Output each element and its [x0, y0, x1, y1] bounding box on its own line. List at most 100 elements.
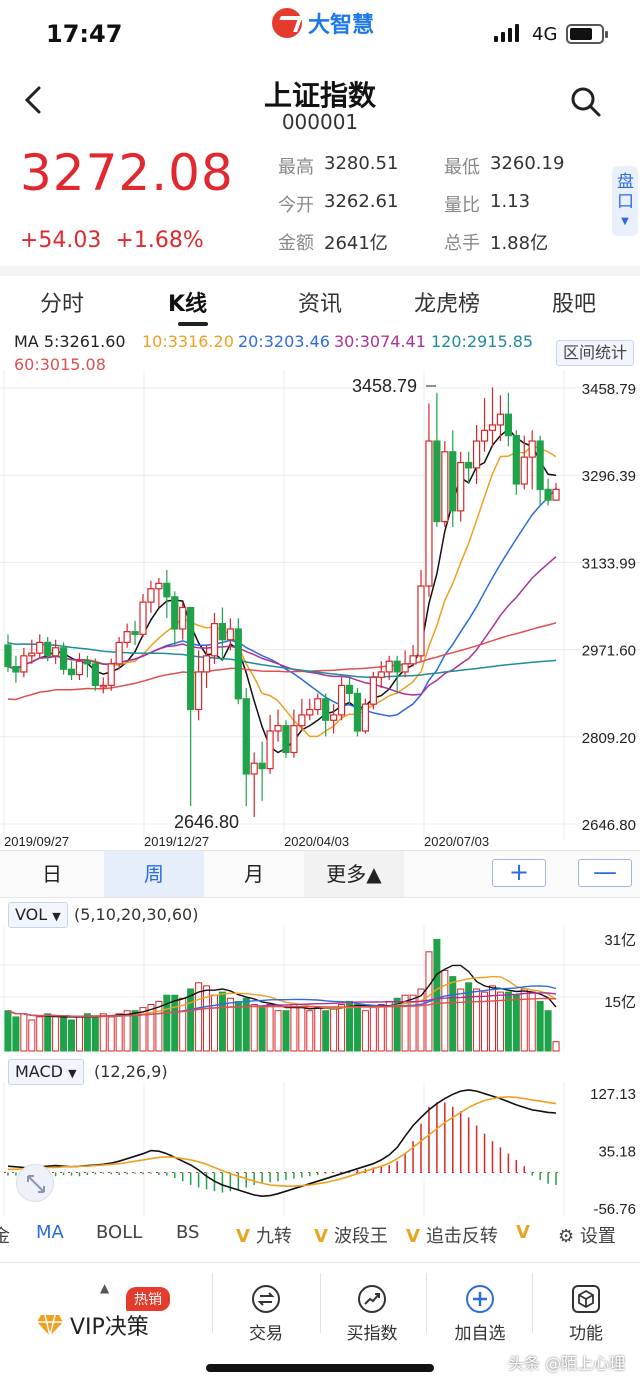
candle-body: [536, 440, 544, 490]
network-type: 4G: [532, 24, 558, 45]
candle: [290, 709, 298, 758]
nav-trade[interactable]: 交易: [216, 1285, 316, 1344]
nav-functions[interactable]: 功能: [536, 1285, 636, 1344]
candle: [472, 424, 481, 485]
indicator-boduanwang[interactable]: V 波段王: [314, 1222, 388, 1248]
candle: [28, 639, 36, 664]
volume-bar: [147, 1004, 155, 1052]
tab-forum[interactable]: 股吧: [552, 292, 597, 317]
volume-bar: [282, 1010, 290, 1052]
settings-button[interactable]: ⚙ 设置: [558, 1222, 616, 1248]
x-tick-label: 2020/04/03: [284, 834, 349, 849]
nav-buy-index[interactable]: 买指数: [322, 1285, 422, 1344]
indicator-zhuiji[interactable]: V 追击反转: [406, 1222, 498, 1248]
indicator-bs[interactable]: BS: [176, 1222, 200, 1243]
indicator-ma[interactable]: MA: [36, 1222, 64, 1243]
nav-add-watchlist[interactable]: 加自选: [430, 1285, 530, 1344]
macd-selector[interactable]: MACD ▼: [8, 1059, 84, 1085]
volume-chart[interactable]: 31亿 15亿: [0, 925, 640, 1055]
nav-label: 功能: [569, 1324, 603, 1344]
ma120-line: [7, 642, 557, 679]
candle: [393, 655, 401, 694]
period-week[interactable]: 周: [104, 851, 204, 897]
tab-news[interactable]: 资讯: [298, 292, 343, 317]
logo-icon: [272, 8, 302, 38]
macd-chart[interactable]: 127.13 35.18 -56.76: [0, 1082, 640, 1216]
ma10-line: [7, 445, 557, 738]
stat-label: 金额: [278, 233, 314, 254]
kline-chart[interactable]: 3458.79 3296.39 3133.99 2971.60 2809.20 2646.…: [0, 370, 640, 850]
back-arrow-icon[interactable]: [24, 86, 42, 114]
candle-body: [131, 631, 139, 635]
tab-dragon-tiger[interactable]: 龙虎榜: [414, 292, 481, 317]
candle: [155, 577, 163, 608]
indicator-boll[interactable]: BOLL: [96, 1222, 143, 1243]
zoom-in-button[interactable]: +: [492, 859, 546, 887]
tab-kline[interactable]: K线: [168, 292, 208, 317]
candle-body: [12, 665, 20, 673]
divider: [320, 1273, 321, 1333]
interval-stats-button[interactable]: 区间统计: [556, 340, 634, 366]
candle: [425, 403, 433, 597]
candle-body: [107, 663, 115, 686]
volume-bar: [433, 938, 441, 1052]
candle: [210, 612, 219, 664]
candle: [337, 677, 346, 721]
search-icon[interactable]: [570, 86, 602, 118]
candle: [441, 441, 449, 527]
stat-value: 3262.61: [324, 191, 399, 212]
volume-bar: [544, 1010, 552, 1052]
candle: [187, 606, 195, 807]
candle: [282, 720, 290, 758]
volume-bar: [385, 1000, 393, 1052]
candle: [266, 714, 274, 774]
volume-bar: [409, 994, 417, 1052]
zoom-out-button[interactable]: —: [578, 859, 632, 887]
pankou-label: 盘口: [617, 172, 634, 212]
indicator-jiuzhuan[interactable]: V 九转: [236, 1222, 292, 1248]
fullscreen-button[interactable]: [16, 1164, 54, 1202]
trend-icon: [358, 1285, 386, 1313]
tab-intraday[interactable]: 分时: [40, 292, 85, 317]
candle-body: [520, 456, 528, 485]
candle-body: [353, 692, 362, 732]
volume-bar: [218, 991, 226, 1052]
period-day[interactable]: 日: [42, 862, 62, 886]
volume-bar: [512, 994, 520, 1052]
stat-label: 最低: [444, 157, 480, 178]
volume-bar: [203, 985, 211, 1052]
volume-bar: [330, 1007, 338, 1052]
period-more[interactable]: 更多▲: [304, 851, 404, 897]
pankou-button[interactable]: 盘口 ▼: [612, 166, 638, 236]
settings-label: 设置: [579, 1226, 616, 1247]
candle: [36, 634, 44, 659]
y-tick-label: 2646.80: [582, 817, 636, 834]
candle: [274, 709, 282, 742]
candle-body: [480, 429, 489, 442]
candle: [67, 661, 76, 680]
divider: [212, 1273, 213, 1333]
candle: [91, 658, 99, 691]
vip-decision-button[interactable]: ▲ 热销 VIP决策: [36, 1281, 206, 1341]
stock-code: 000001: [281, 110, 359, 134]
vol-selector[interactable]: VOL ▼: [8, 902, 68, 928]
y-tick-label: 3458.79: [582, 381, 636, 398]
indicator-gold[interactable]: 金: [0, 1226, 10, 1247]
candle-body: [36, 641, 44, 654]
trade-icon: [252, 1285, 280, 1313]
volume-bar: [274, 1010, 282, 1052]
more-vip-indicator[interactable]: V: [516, 1222, 536, 1243]
stat-label: 今开: [278, 195, 314, 216]
volume-bar: [504, 991, 512, 1052]
candle: [314, 693, 322, 715]
period-month[interactable]: 月: [244, 862, 264, 886]
vol-label: VOL: [15, 905, 48, 924]
candle: [345, 677, 354, 705]
candle-body: [274, 725, 282, 732]
candle: [433, 392, 441, 527]
candle: [520, 435, 528, 490]
candle: [330, 704, 338, 734]
candle-body: [512, 435, 520, 485]
caret-up-icon: ▲: [100, 1281, 110, 1295]
candle-body: [465, 461, 473, 469]
